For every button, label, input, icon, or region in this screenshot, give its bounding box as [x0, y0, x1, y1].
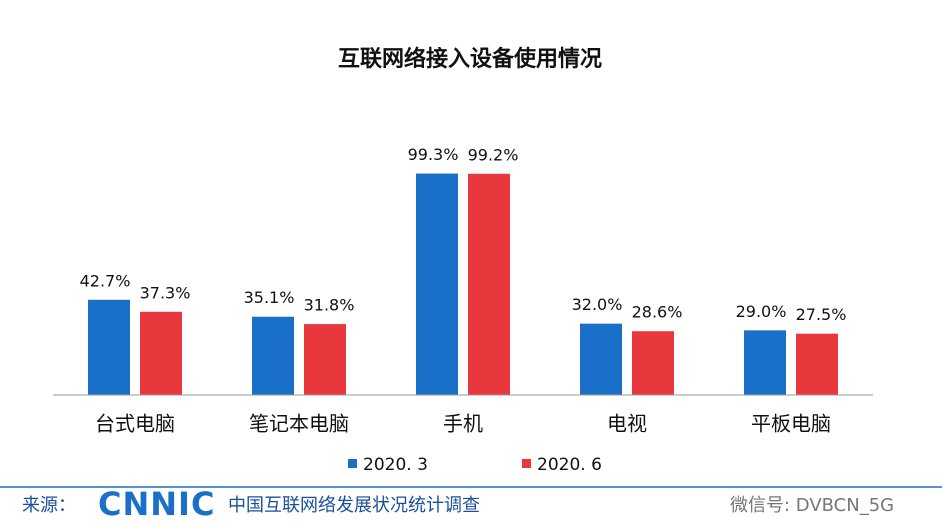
bar [632, 331, 674, 395]
value-label: 35.1% [244, 288, 295, 307]
x-tick-label: 手机 [443, 412, 483, 436]
x-tick-label: 笔记本电脑 [249, 412, 349, 436]
value-label: 32.0% [572, 295, 623, 314]
value-label: 27.5% [796, 305, 847, 324]
legend-swatch [522, 459, 531, 468]
x-tick-label: 台式电脑 [95, 412, 175, 436]
x-tick-label: 平板电脑 [751, 412, 831, 436]
bar [304, 324, 346, 395]
value-label: 31.8% [304, 296, 355, 315]
value-label: 37.3% [140, 283, 191, 302]
bar [468, 173, 510, 395]
bar [252, 316, 294, 395]
legend-swatch [348, 459, 357, 468]
value-label: 29.0% [736, 302, 787, 321]
bar [580, 323, 622, 395]
bar [796, 333, 838, 395]
value-label: 28.6% [632, 303, 683, 322]
value-label: 99.3% [408, 145, 459, 164]
source: 中国互联网络发展状况统计调查 [228, 495, 480, 516]
source-label: 来源： [22, 495, 76, 516]
logo: CNNIC [98, 485, 215, 523]
legend-label: 2020. 6 [537, 455, 602, 475]
wechat: 微信号: DVBCN_5G [730, 495, 894, 516]
bar [744, 330, 786, 395]
bar [416, 173, 458, 395]
chart-title: 互联网络接入设备使用情况 [338, 46, 602, 72]
bar [88, 299, 130, 395]
bar [140, 311, 182, 395]
value-label: 42.7% [80, 271, 131, 290]
x-tick-label: 电视 [607, 412, 647, 436]
legend-label: 2020. 3 [363, 455, 428, 475]
value-label: 99.2% [468, 145, 519, 164]
